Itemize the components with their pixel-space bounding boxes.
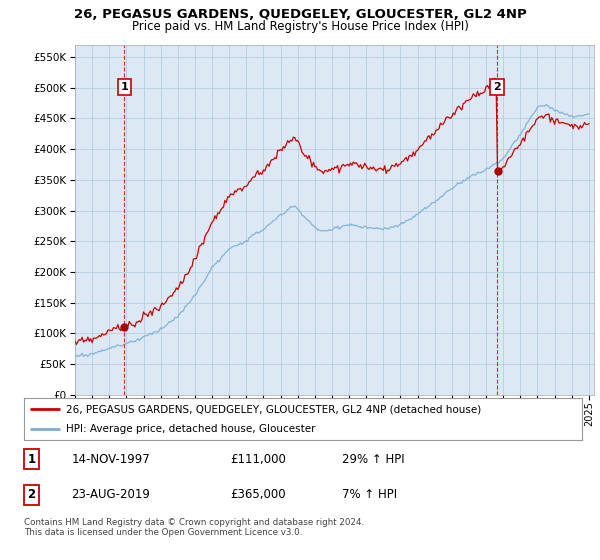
Text: Contains HM Land Registry data © Crown copyright and database right 2024.
This d: Contains HM Land Registry data © Crown c…: [24, 518, 364, 538]
Text: 23-AUG-2019: 23-AUG-2019: [71, 488, 151, 501]
Text: 7% ↑ HPI: 7% ↑ HPI: [342, 488, 397, 501]
Text: 1: 1: [27, 452, 35, 466]
Text: Price paid vs. HM Land Registry's House Price Index (HPI): Price paid vs. HM Land Registry's House …: [131, 20, 469, 33]
Text: 14-NOV-1997: 14-NOV-1997: [71, 452, 150, 466]
Text: 2: 2: [27, 488, 35, 501]
Text: 26, PEGASUS GARDENS, QUEDGELEY, GLOUCESTER, GL2 4NP (detached house): 26, PEGASUS GARDENS, QUEDGELEY, GLOUCEST…: [66, 404, 481, 414]
Text: £365,000: £365,000: [230, 488, 286, 501]
Text: £111,000: £111,000: [230, 452, 286, 466]
Text: 26, PEGASUS GARDENS, QUEDGELEY, GLOUCESTER, GL2 4NP: 26, PEGASUS GARDENS, QUEDGELEY, GLOUCEST…: [74, 8, 526, 21]
Text: 29% ↑ HPI: 29% ↑ HPI: [342, 452, 404, 466]
Text: 1: 1: [121, 82, 128, 92]
Text: 2: 2: [493, 82, 501, 92]
Text: HPI: Average price, detached house, Gloucester: HPI: Average price, detached house, Glou…: [66, 424, 316, 434]
